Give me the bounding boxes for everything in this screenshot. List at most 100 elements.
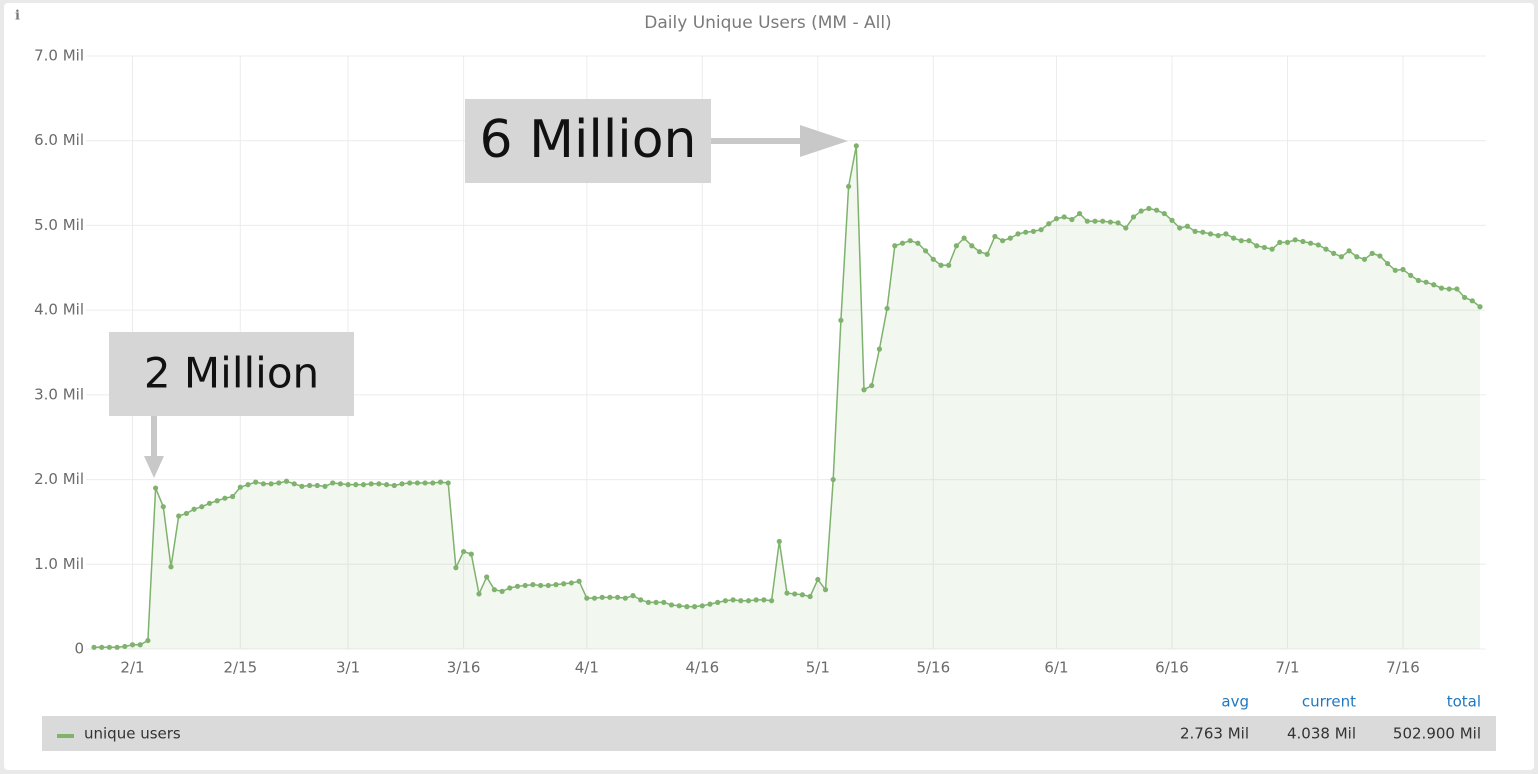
x-tick-label: 7/1	[1275, 659, 1299, 677]
point	[1323, 246, 1329, 252]
chart-title: Daily Unique Users (MM - All)	[644, 13, 891, 33]
point	[699, 603, 705, 609]
y-tick-label: 1.0 Mil	[34, 555, 84, 573]
point	[953, 243, 960, 249]
point	[738, 598, 744, 604]
point	[1123, 225, 1129, 231]
info-icon[interactable]: i	[15, 9, 20, 24]
point	[784, 590, 790, 596]
point	[283, 478, 290, 484]
legend-label[interactable]: unique users	[84, 725, 181, 743]
point	[330, 480, 336, 486]
point	[1207, 231, 1214, 237]
point	[183, 510, 189, 517]
point	[907, 238, 913, 244]
point	[1361, 256, 1368, 262]
point	[961, 235, 967, 241]
point	[1477, 304, 1483, 310]
point	[1462, 294, 1468, 301]
point	[1115, 220, 1121, 226]
y-tick-label: 7.0 Mil	[34, 47, 84, 65]
point	[176, 513, 182, 519]
point	[422, 480, 428, 486]
point	[761, 597, 767, 603]
point	[1238, 238, 1244, 244]
point	[468, 551, 474, 557]
point	[191, 506, 197, 512]
point	[1354, 254, 1360, 260]
point	[553, 582, 559, 588]
legend-column-header: avg	[1221, 693, 1249, 711]
point	[214, 498, 220, 504]
x-tick-label: 2/15	[223, 659, 257, 677]
point	[106, 644, 112, 650]
point	[345, 482, 351, 488]
point	[561, 581, 567, 587]
point	[568, 580, 575, 586]
point	[622, 595, 628, 601]
point	[1023, 229, 1029, 235]
point	[1400, 266, 1406, 273]
point	[1053, 216, 1060, 222]
point	[930, 256, 936, 262]
point	[499, 588, 505, 594]
point	[1200, 229, 1206, 235]
point	[407, 480, 413, 486]
point	[206, 500, 213, 506]
point	[1084, 218, 1090, 224]
annotation-box	[465, 99, 711, 183]
point	[307, 482, 313, 489]
legend-column-header: total	[1447, 693, 1481, 711]
point	[322, 483, 328, 489]
point	[638, 597, 644, 603]
point	[276, 480, 282, 486]
point	[222, 495, 228, 501]
point	[360, 482, 367, 488]
x-tick-label: 3/1	[336, 659, 360, 677]
point	[846, 183, 852, 190]
point	[599, 594, 605, 600]
point	[792, 591, 798, 597]
point	[661, 599, 667, 606]
point	[1161, 210, 1167, 217]
point	[1192, 228, 1198, 234]
point	[1423, 279, 1429, 285]
legend-bar	[42, 716, 1496, 751]
point	[122, 643, 128, 650]
point	[1177, 225, 1183, 231]
x-tick-label: 4/16	[685, 659, 719, 677]
point	[137, 642, 143, 648]
x-tick-label: 6/16	[1155, 659, 1189, 677]
point	[938, 262, 944, 268]
point	[260, 481, 266, 487]
point	[1184, 223, 1190, 229]
point	[199, 504, 205, 510]
point	[822, 587, 829, 593]
point	[1331, 250, 1337, 256]
point	[899, 240, 906, 246]
point	[1277, 239, 1283, 245]
point	[1338, 254, 1344, 260]
point	[545, 582, 551, 589]
point	[715, 599, 721, 606]
point	[99, 644, 105, 650]
point	[437, 479, 444, 485]
point	[722, 598, 729, 604]
point	[807, 593, 813, 600]
point	[384, 482, 390, 488]
point	[946, 262, 952, 268]
legend-column-header: current	[1302, 693, 1356, 711]
point	[799, 592, 806, 598]
point	[730, 597, 736, 603]
point	[692, 604, 698, 610]
point	[984, 251, 990, 257]
point	[1377, 253, 1383, 259]
point	[1061, 214, 1067, 220]
legend-value: 4.038 Mil	[1287, 725, 1356, 743]
point	[1269, 246, 1275, 252]
area	[94, 145, 1480, 649]
point	[1315, 242, 1321, 248]
point	[484, 574, 490, 580]
point	[645, 599, 652, 606]
point	[1015, 231, 1021, 237]
